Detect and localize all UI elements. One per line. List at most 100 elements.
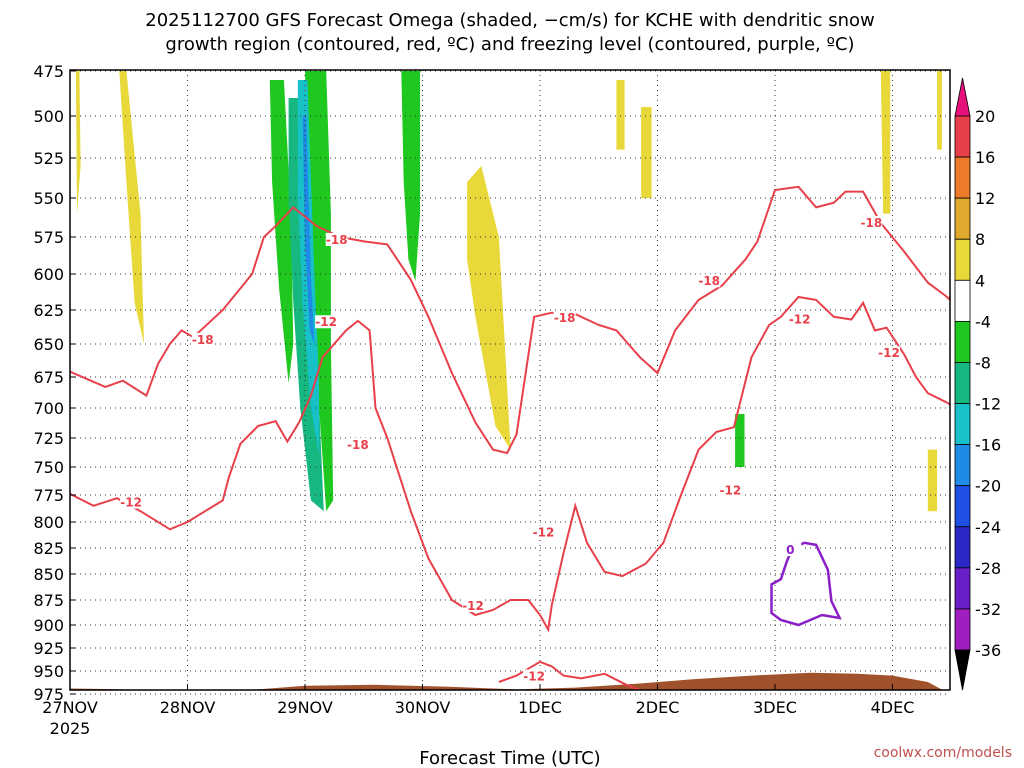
x-tick-label-0: 27NOV	[42, 698, 98, 717]
colorbar-band-9	[954, 485, 971, 528]
contour-label-bg-11	[788, 312, 811, 326]
y-axis-tick-labels: 475 500 525 550 575 600 625 650 675 700 725 750 775 8…	[33, 62, 64, 704]
contour-label-8: -12	[523, 670, 545, 684]
omega-shaded-region-0	[269, 80, 294, 384]
x-axis-tick-labels: 27NOV 28NOV 29NOV 30NOV 1DEC 2DEC 3DEC 4DEC 2025	[42, 698, 914, 738]
chart-title-line-2: growth region (contoured, red, ºC) and f…	[165, 34, 854, 55]
terrain-layer	[70, 672, 950, 690]
dgz-contour-upper	[70, 185, 950, 455]
y-tick-label-18: 925	[33, 639, 64, 658]
colorbar-band-1	[954, 156, 971, 199]
y-tick-label-16: 875	[33, 591, 64, 610]
colorbar-label-8: -16	[975, 436, 1001, 455]
axes	[69, 69, 951, 695]
colorbar-band-3	[954, 238, 971, 281]
contour-label-bg-0	[191, 332, 214, 346]
omega-shaded-region-10	[616, 80, 625, 150]
y-tick-label-9: 700	[33, 399, 64, 418]
colorbar-label-0: 20	[975, 107, 995, 126]
omega-shaded-region-9	[467, 166, 511, 450]
colorbar-band-2	[954, 197, 971, 240]
contour-label-bg-5	[462, 599, 485, 612]
omega-shaded-region-8	[119, 71, 144, 344]
y-tick-label-1: 500	[33, 107, 64, 126]
colorbar-band-4	[954, 279, 971, 322]
y-tick-label-7: 650	[33, 335, 64, 354]
x-tick-label-5: 2DEC	[636, 698, 680, 717]
contour-label-4: -12	[120, 496, 142, 510]
colorbar-label-9: -20	[975, 477, 1001, 496]
y-tick-label-0: 475	[33, 62, 64, 81]
x-tick-label-2: 29NOV	[277, 698, 333, 717]
chart-title: 2025112700 GFS Forecast Omega (shaded, −…	[145, 10, 874, 55]
contour-label-6: -12	[533, 525, 555, 539]
omega-shaded-region-4	[302, 116, 315, 344]
freezing-level-contour	[770, 541, 842, 627]
omega-shaded-region-2	[305, 71, 334, 512]
contour-label-3: -18	[347, 438, 369, 452]
contour-label-2: -12	[315, 315, 337, 329]
x-axis-title: Forecast Time (UTC)	[419, 748, 600, 768]
x-axis-year-label: 2025	[50, 719, 91, 738]
colorbar-label-7: -12	[975, 395, 1001, 414]
x-tick-label-3: 30NOV	[395, 698, 451, 717]
contour-label-bg-1	[325, 232, 348, 246]
x-tick-label-1: 28NOV	[160, 698, 216, 717]
colorbar-label-2: 12	[975, 189, 995, 208]
colorbar-band-0	[954, 115, 971, 158]
colorbar-top-arrow	[954, 77, 971, 117]
plot-area	[70, 70, 950, 690]
x-tick-label-4: 1DEC	[518, 698, 562, 717]
y-tick-label-15: 850	[33, 565, 64, 584]
colorbar-band-6	[954, 362, 971, 404]
y-tick-label-2: 525	[33, 149, 64, 168]
contour-label-bg-8	[523, 669, 546, 683]
omega-shaded-region-5	[401, 71, 421, 282]
credit-text[interactable]: coolwx.com/models	[874, 745, 1012, 761]
y-tick-label-13: 800	[33, 513, 64, 532]
contour-label-bg-4	[120, 495, 143, 509]
y-tick-label-19: 950	[33, 662, 64, 681]
contour-label-7: -18	[554, 311, 576, 325]
colorbar-band-5	[954, 320, 971, 363]
omega-shaded-region-11	[641, 107, 652, 198]
y-tick-label-12: 775	[33, 486, 64, 505]
contour-label-13: -12	[878, 346, 900, 360]
y-tick-label-10: 725	[33, 429, 64, 448]
y-tick-label-6: 625	[33, 301, 64, 320]
omega-shaded-region-12	[880, 71, 891, 214]
colorbar-band-10	[954, 526, 971, 569]
colorbar-label-3: 8	[975, 230, 985, 249]
plot-background	[70, 70, 950, 690]
chart-title-line-1: 2025112700 GFS Forecast Omega (shaded, −…	[145, 10, 874, 31]
contour-label-14: 0	[786, 543, 794, 557]
contour-label-bg-6	[532, 525, 555, 539]
contour-label-bg-10	[719, 483, 742, 497]
contour-label-bg-14	[779, 543, 802, 557]
omega-shaded-region-6	[735, 414, 745, 467]
contour-label-1: -18	[326, 233, 348, 247]
omega-shaded-region-13	[937, 71, 942, 150]
omega-shaded-region-14	[927, 449, 938, 512]
terrain-fill	[70, 672, 950, 690]
contour-label-9: -18	[698, 274, 720, 288]
colorbar-band-7	[954, 403, 971, 446]
contour-label-bg-7	[553, 311, 576, 325]
contour-label-0: -18	[192, 333, 214, 347]
plot-frame	[69, 69, 951, 691]
colorbar-band-11	[954, 567, 971, 610]
colorbar-label-11: -28	[975, 559, 1001, 578]
colorbar-label-1: 16	[975, 148, 995, 167]
contour-label-bg-13	[877, 346, 900, 360]
y-tick-label-14: 825	[33, 539, 64, 558]
dgz-contour-lower	[70, 295, 950, 633]
contour-label-11: -12	[789, 313, 811, 327]
contour-label-bg-2	[315, 315, 338, 329]
contour-labels: -18 -18 -12 -18 -12 -12 -12 -18 -12 -18 -12 -12 -18 -…	[120, 215, 900, 684]
contour-label-bg-3	[346, 437, 369, 451]
colorbar-label-6: -8	[975, 353, 991, 372]
colorbar-bottom-arrow	[954, 649, 971, 691]
omega-shaded-region-7	[75, 71, 81, 214]
colorbar-label-12: -32	[975, 600, 1001, 619]
